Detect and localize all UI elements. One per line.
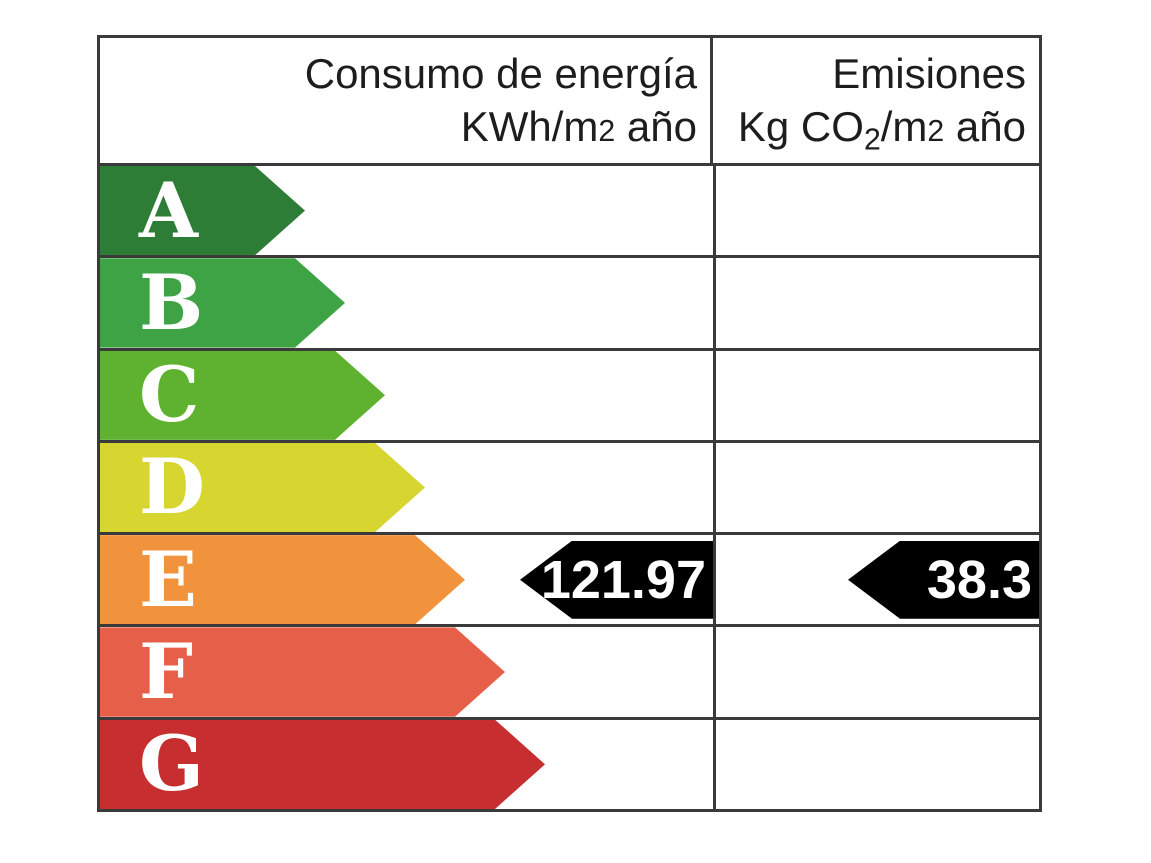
rating-b-emissions-cell <box>716 258 1039 347</box>
rating-d-emissions-cell <box>716 443 1039 532</box>
emissions-unit: Kg CO2/m2 año <box>737 103 1026 157</box>
rating-row-b: B <box>100 258 1039 351</box>
rating-g-consumption-cell: G <box>100 719 716 809</box>
rating-a-consumption-cell: A <box>100 166 716 256</box>
emissions-unit-subscript: 2 <box>863 123 881 157</box>
rating-row-e: E 121.97 38.3 <box>100 535 1039 628</box>
consumption-unit: KWh/m2 año <box>460 103 697 150</box>
consumption-column-header: Consumo de energía KWh/m2 año <box>100 38 713 163</box>
emissions-column-header: Emisiones Kg CO2/m2 año <box>713 38 1039 163</box>
emissions-value-indicator: 38.3 <box>848 540 1039 619</box>
rating-b-letter: B <box>139 257 204 347</box>
emissions-value: 38.3 <box>926 549 1032 610</box>
consumption-value: 121.97 <box>540 549 706 610</box>
rating-row-g: G <box>100 719 1039 809</box>
rating-e-arrow: E <box>100 535 465 624</box>
emissions-unit-exponent: 2 <box>927 115 945 148</box>
rating-b-consumption-cell: B <box>100 258 716 348</box>
rating-f-letter: F <box>139 627 193 717</box>
energy-certificate-table: Consumo de energía KWh/m2 año Emisiones … <box>97 35 1042 812</box>
rating-f-consumption-cell: F <box>100 627 716 717</box>
rating-c-letter: C <box>139 350 200 440</box>
rating-e-consumption-cell: E 121.97 <box>100 535 716 625</box>
rating-c-arrow: C <box>100 351 385 440</box>
rating-d-consumption-cell: D <box>100 442 716 533</box>
rating-g-arrow: G <box>100 720 545 809</box>
rating-f-arrow: F <box>100 627 505 716</box>
rating-f-emissions-cell <box>716 627 1039 716</box>
rating-g-emissions-cell <box>716 720 1039 809</box>
rating-g-letter: G <box>139 719 204 809</box>
rating-row-d: D <box>100 442 1039 536</box>
table-header-row: Consumo de energía KWh/m2 año Emisiones … <box>100 38 1039 166</box>
rating-row-c: C <box>100 350 1039 443</box>
rating-row-a: A <box>100 166 1039 259</box>
rating-c-consumption-cell: C <box>100 350 716 440</box>
consumption-value-indicator: 121.97 <box>520 540 713 619</box>
rating-row-f: F <box>100 627 1039 720</box>
rating-e-emissions-cell: 38.3 <box>716 535 1039 624</box>
rating-a-arrow: A <box>100 166 305 255</box>
consumption-title: Consumo de energía <box>304 50 697 97</box>
rating-d-arrow: D <box>100 443 425 532</box>
consumption-unit-exponent: 2 <box>598 115 616 148</box>
rating-b-arrow: B <box>100 258 345 347</box>
rating-a-letter: A <box>139 165 198 255</box>
rating-d-letter: D <box>139 442 205 532</box>
rating-c-emissions-cell <box>716 351 1039 440</box>
emissions-title: Emisiones <box>832 50 1026 97</box>
rating-e-letter: E <box>139 534 197 624</box>
rating-a-emissions-cell <box>716 166 1039 255</box>
